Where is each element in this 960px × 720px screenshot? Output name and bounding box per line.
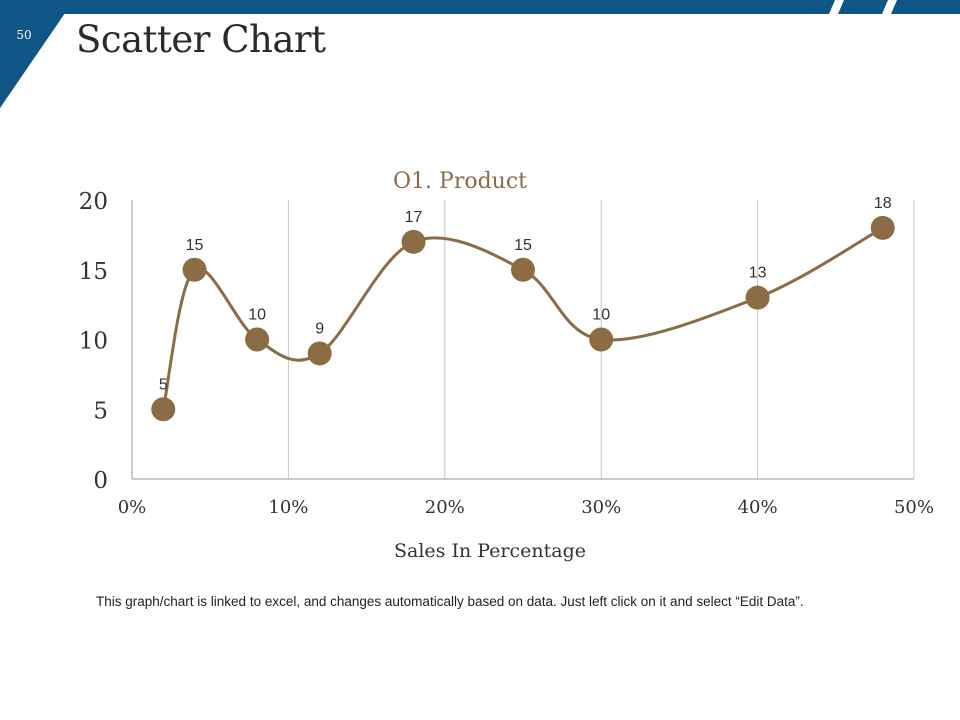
x-axis-label: Sales In Percentage bbox=[394, 540, 586, 562]
x-tick-label: 40% bbox=[738, 497, 778, 518]
corner-banner-triangle bbox=[0, 0, 74, 108]
scatter-point bbox=[870, 215, 895, 240]
x-tick-label: 20% bbox=[425, 497, 465, 518]
scatter-point bbox=[511, 257, 535, 282]
data-points bbox=[151, 215, 895, 422]
x-tick-label: 30% bbox=[581, 497, 621, 518]
series-line-group bbox=[161, 226, 884, 410]
scatter-point bbox=[245, 327, 270, 352]
x-tick-label: 10% bbox=[268, 497, 308, 518]
data-label: 15 bbox=[514, 237, 532, 254]
data-label: 18 bbox=[874, 195, 892, 212]
y-tick-label: 15 bbox=[79, 259, 108, 285]
chart-axes bbox=[131, 200, 915, 480]
banner-stripe-gap-2 bbox=[882, 0, 897, 14]
scatter-point bbox=[182, 257, 207, 282]
chart-title: O1. Product bbox=[393, 169, 527, 194]
slide-title: Scatter Chart bbox=[76, 18, 326, 61]
series-line bbox=[161, 226, 884, 410]
data-labels: 5 15 10 9 17 15 10 13 18 bbox=[159, 195, 892, 393]
y-tick-label: 20 bbox=[79, 189, 108, 215]
x-axis-ticks: 0% 10% 20% 30% 40% 50% bbox=[118, 497, 934, 518]
y-axis-ticks: 0 5 10 15 20 bbox=[79, 189, 108, 494]
data-label: 5 bbox=[159, 376, 168, 393]
scatter-point bbox=[401, 229, 426, 254]
data-label: 13 bbox=[749, 265, 767, 282]
scatter-point bbox=[589, 327, 614, 352]
data-label: 10 bbox=[248, 307, 266, 324]
y-tick-label: 10 bbox=[79, 329, 108, 355]
footnote: This graph/chart is linked to excel, and… bbox=[96, 594, 804, 609]
page-number: 50 bbox=[16, 28, 32, 42]
scatter-point bbox=[151, 397, 176, 422]
y-tick-label: 5 bbox=[93, 398, 108, 424]
banner-stripe-gap-1 bbox=[829, 0, 844, 14]
x-tick-label: 0% bbox=[118, 497, 147, 518]
x-tick-label: 50% bbox=[894, 497, 934, 518]
y-tick-label: 0 bbox=[93, 468, 108, 494]
data-label: 10 bbox=[592, 307, 610, 324]
scatter-point bbox=[745, 285, 770, 310]
data-label: 15 bbox=[186, 237, 204, 254]
data-label: 17 bbox=[405, 209, 423, 226]
scatter-point bbox=[307, 341, 332, 366]
data-label: 9 bbox=[315, 320, 324, 337]
top-banner-bar bbox=[0, 0, 960, 14]
